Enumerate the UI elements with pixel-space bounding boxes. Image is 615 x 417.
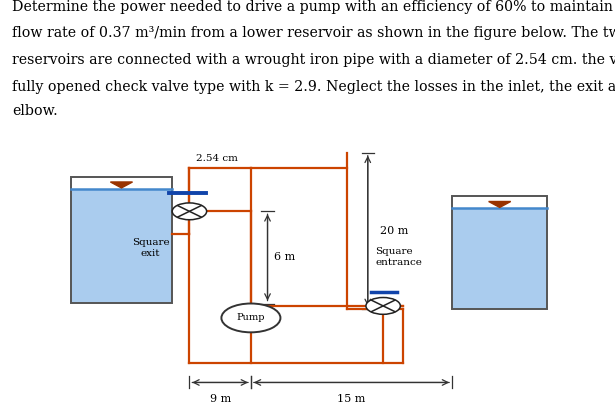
Bar [71,189,172,303]
Text: 6 m: 6 m [274,252,295,262]
Bar [452,208,547,309]
Text: 2.54 cm: 2.54 cm [196,154,237,163]
Text: fully opened check valve type with k = 2.9. Neglect the losses in the inlet, the: fully opened check valve type with k = 2… [12,80,615,94]
Text: Square
exit: Square exit [132,239,170,258]
Text: Determine the power needed to drive a pump with an efficiency of 60% to maintain: Determine the power needed to drive a pu… [12,0,615,14]
Circle shape [172,203,207,220]
Bar [71,177,172,303]
Text: 20 m: 20 m [380,226,408,236]
Circle shape [366,297,400,314]
Text: Square
entrance: Square entrance [375,247,422,267]
Text: 15 m: 15 m [337,394,366,404]
Text: 9 m: 9 m [210,394,231,404]
Text: Pump: Pump [237,314,265,322]
Text: flow rate of 0.37 m³/min from a lower reservoir as shown in the figure below. Th: flow rate of 0.37 m³/min from a lower re… [12,26,615,40]
Text: reservoirs are connected with a wrought iron pipe with a diameter of 2.54 cm. th: reservoirs are connected with a wrought … [12,53,615,67]
Polygon shape [111,182,133,188]
Polygon shape [488,201,510,207]
Circle shape [221,304,280,332]
Text: elbow.: elbow. [12,104,58,118]
Bar [452,196,547,309]
